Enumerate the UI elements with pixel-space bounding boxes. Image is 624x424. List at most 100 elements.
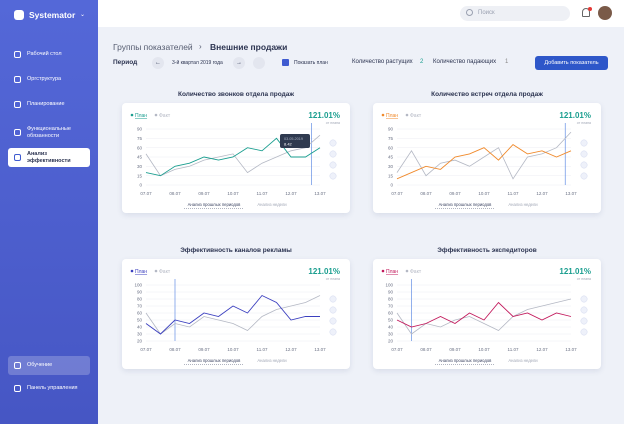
tool-icon[interactable] <box>329 150 337 158</box>
menu-icon <box>14 76 21 83</box>
tool-icon[interactable] <box>580 172 588 180</box>
tool-icon[interactable] <box>580 139 588 147</box>
menu-item[interactable]: Панель управления <box>8 382 90 395</box>
chart-title: Количество встреч отдела продаж <box>431 91 543 98</box>
x-tick-label: 11.07 <box>508 347 519 352</box>
series-line <box>396 131 572 180</box>
legend-label: Факт <box>410 113 422 119</box>
menu-item[interactable]: Рабочий стол <box>8 48 90 61</box>
tool-icon[interactable] <box>580 150 588 158</box>
y-tick-label: 45 <box>137 155 143 160</box>
legend-label: План <box>386 113 398 119</box>
x-tick-label: 07.07 <box>140 347 152 352</box>
x-tick-label: 08.07 <box>169 191 181 196</box>
calendar[interactable] <box>253 57 265 69</box>
next[interactable]: → <box>233 57 245 69</box>
chart-card: План Факт 121.01% от плана 0 15 30 45 60 75 90 07.0… <box>122 103 350 213</box>
tool-icon[interactable] <box>329 161 337 169</box>
brand-caret: ⌄ <box>80 12 86 18</box>
add-button[interactable]: Добавить показатель <box>535 56 608 70</box>
series-line <box>145 134 321 177</box>
legend-dot <box>381 269 385 273</box>
tab[interactable]: Анализ недели <box>257 358 287 363</box>
tool-icon[interactable] <box>580 306 588 314</box>
tool-icon[interactable] <box>580 328 588 336</box>
legend-label: Факт <box>159 113 171 119</box>
chart-title: Количество звонков отдела продаж <box>178 91 294 98</box>
tab[interactable]: Анализ прошлых периодов <box>188 358 242 363</box>
tooltip <box>280 134 310 148</box>
chart-title: Эффективность экспедиторов <box>437 247 537 254</box>
tool-icon[interactable] <box>329 306 337 314</box>
y-tick-label: 15 <box>388 173 394 178</box>
tab[interactable]: Анализ прошлых периодов <box>188 202 242 207</box>
tab[interactable]: Анализ недели <box>257 202 287 207</box>
x-tick-label: 13.07 <box>314 191 326 196</box>
menu-item[interactable]: Планирование <box>8 98 90 111</box>
x-tick-label: 07.07 <box>391 191 403 196</box>
tab[interactable]: Анализ прошлых периодов <box>439 358 493 363</box>
x-tick-label: 11.07 <box>257 347 268 352</box>
y-tick-label: 60 <box>388 145 394 150</box>
x-tick-label: 10.07 <box>227 191 239 196</box>
tool-icon[interactable] <box>329 328 337 336</box>
tool-icon[interactable] <box>329 295 337 303</box>
tool-icon[interactable] <box>329 139 337 147</box>
menu-item[interactable]: Обучение <box>8 356 90 375</box>
logo <box>14 10 24 20</box>
y-tick-label: 15 <box>137 173 143 178</box>
y-tick-label: 30 <box>137 332 143 337</box>
breadcrumb-current: Внешние продажи <box>210 42 288 52</box>
y-tick-label: 50 <box>388 318 394 323</box>
menu-item[interactable]: Анализ эффективности <box>8 148 90 168</box>
x-tick-label: 13.07 <box>565 347 577 352</box>
y-tick-label: 75 <box>388 136 394 141</box>
tool-icon[interactable] <box>329 317 337 325</box>
tool-icon[interactable] <box>580 317 588 325</box>
y-tick-label: 40 <box>137 325 143 330</box>
menu-icon <box>14 129 21 137</box>
brand: Systemator <box>29 10 76 20</box>
legend-label: Факт <box>159 269 171 275</box>
percent: 121.01% <box>559 111 591 120</box>
x-tick-label: 07.07 <box>140 191 152 196</box>
menu-item[interactable]: Оргструктура <box>8 73 90 86</box>
x-tick-label: 11.07 <box>257 191 268 196</box>
legend-dot <box>381 113 385 117</box>
tool-icon[interactable] <box>580 161 588 169</box>
percent: 121.01% <box>308 111 340 120</box>
y-tick-label: 0 <box>390 183 393 188</box>
prev[interactable]: ← <box>152 57 164 69</box>
growing-label: Количество растущих <box>352 59 413 65</box>
x-tick-label: 09.07 <box>449 347 461 352</box>
breadcrumb-parent[interactable]: Группы показателей <box>113 42 193 52</box>
x-tick-label: 09.07 <box>449 191 461 196</box>
bell[interactable] <box>582 8 590 17</box>
period-label: Период <box>113 59 138 66</box>
tab[interactable]: Анализ прошлых периодов <box>439 202 493 207</box>
topbar: Поиск <box>98 0 624 27</box>
legend-dot <box>154 113 158 117</box>
tab[interactable]: Анализ недели <box>508 358 538 363</box>
menu-icon <box>14 101 21 108</box>
series-line <box>145 295 321 335</box>
menu-item[interactable]: Функциональные обязанности <box>8 123 90 142</box>
avatar[interactable] <box>598 6 612 20</box>
checkbox[interactable] <box>282 59 289 66</box>
y-tick-label: 45 <box>388 155 394 160</box>
search-icon <box>466 9 473 16</box>
chart: План Факт 121.01%от плана 20 30 40 50 60 70 80 90 1… <box>381 267 591 365</box>
y-tick-label: 90 <box>137 127 143 132</box>
tab[interactable]: Анализ недели <box>508 202 538 207</box>
y-tick-label: 90 <box>388 127 394 132</box>
tool-icon[interactable] <box>329 172 337 180</box>
menu-label: Оргструктура <box>27 76 62 83</box>
y-tick-label: 30 <box>388 164 394 169</box>
chart-card: План Факт 121.01% от плана 20 30 40 50 60 70 80 90 1… <box>373 259 601 369</box>
tool-icon[interactable] <box>580 295 588 303</box>
y-tick-label: 20 <box>388 339 394 344</box>
legend-dot <box>130 269 134 273</box>
percent-note: от плана <box>326 277 340 281</box>
search[interactable]: Поиск <box>460 6 570 21</box>
